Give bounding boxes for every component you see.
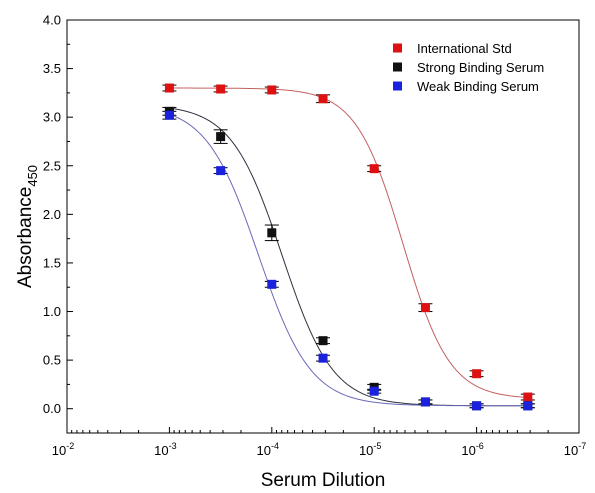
data-point <box>318 336 328 346</box>
fit-curve <box>169 113 528 407</box>
y-tick-label: 3.0 <box>43 110 61 125</box>
x-tick-base: 10 <box>564 443 578 458</box>
plot-frame <box>66 19 580 434</box>
data-point <box>472 369 482 379</box>
y-tick-label: 4.0 <box>43 13 61 28</box>
x-tick-label: 10-4 <box>257 441 279 458</box>
axis-ticks: 0.00.51.01.52.02.53.03.54.010-2 10-3 10-4 1… <box>43 13 586 459</box>
fit-curves <box>169 87 528 407</box>
data-point <box>164 110 174 120</box>
legend-label: International Std <box>417 41 512 56</box>
y-tick-label: 2.5 <box>43 158 61 173</box>
x-tick-base: 10 <box>257 443 271 458</box>
y-tick-label: 2.0 <box>43 207 61 222</box>
x-tick-exponent: -5 <box>373 441 381 451</box>
legend-marker <box>393 43 402 53</box>
x-tick-exponent: -7 <box>578 441 586 451</box>
y-axis-title: Absorbance450 <box>15 165 40 288</box>
x-axis-title: Serum Dilution <box>261 470 386 491</box>
y-axis-title-subscript: 450 <box>25 165 40 187</box>
legend-marker <box>393 81 402 91</box>
data-point <box>523 392 533 402</box>
data-point <box>216 166 226 176</box>
x-tick-base: 10 <box>154 443 168 458</box>
legend-label: Weak Binding Serum <box>417 79 539 94</box>
x-tick-base: 10 <box>52 443 66 458</box>
data-point <box>164 83 174 93</box>
data-point <box>267 228 277 238</box>
y-tick-label: 3.5 <box>43 61 61 76</box>
legend-label: Strong Binding Serum <box>417 60 544 75</box>
x-tick-base: 10 <box>359 443 373 458</box>
x-tick-label: 10-3 <box>154 441 176 458</box>
legend-marker <box>393 62 402 72</box>
legend: International Std Strong Binding Serum Wea… <box>393 41 544 94</box>
data-points <box>162 83 535 411</box>
data-point <box>267 85 277 95</box>
data-point <box>318 353 328 363</box>
x-tick-exponent: -4 <box>271 441 279 451</box>
x-tick-label: 10-5 <box>359 441 381 458</box>
y-tick-label: 1.0 <box>43 304 61 319</box>
data-point <box>420 397 430 407</box>
x-tick-base: 10 <box>461 443 475 458</box>
data-point <box>369 164 379 174</box>
x-tick-exponent: -3 <box>169 441 177 451</box>
data-point <box>420 303 430 313</box>
data-point <box>472 401 482 411</box>
x-tick-label: 10-6 <box>461 441 483 458</box>
data-point <box>523 401 533 411</box>
y-tick-label: 1.5 <box>43 255 61 270</box>
data-point <box>216 132 226 142</box>
x-tick-label: 10-2 <box>52 441 74 458</box>
data-point <box>369 386 379 396</box>
x-tick-exponent: -2 <box>66 441 74 451</box>
x-tick-label: 10-7 <box>564 441 586 458</box>
fit-curve <box>169 107 528 407</box>
fit-curve <box>169 87 528 398</box>
data-point <box>267 279 277 289</box>
y-axis-title-main: Absorbance <box>15 187 36 288</box>
y-tick-label: 0.0 <box>43 401 61 416</box>
y-tick-label: 0.5 <box>43 353 61 368</box>
data-point <box>318 94 328 104</box>
x-tick-exponent: -6 <box>476 441 484 451</box>
data-point <box>216 84 226 94</box>
